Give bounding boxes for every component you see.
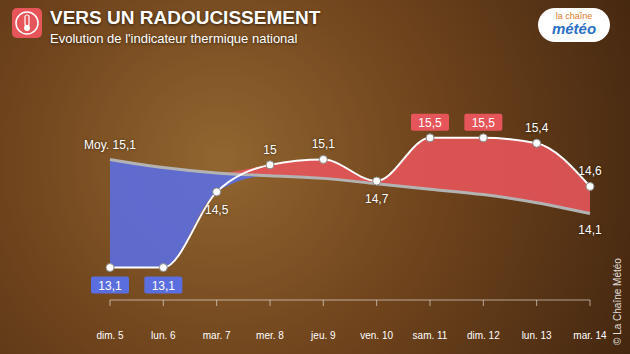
svg-text:mer. 8: mer. 8 xyxy=(256,330,284,341)
svg-text:dim. 5: dim. 5 xyxy=(96,330,124,341)
html-text:VERS UN RADOUCISSEMENT: VERS UN RADOUCISSEMENT xyxy=(50,7,321,28)
svg-text:dim. 12: dim. 12 xyxy=(467,330,500,341)
svg-text:Moy. 15,1: Moy. 15,1 xyxy=(84,138,136,152)
svg-text:lun. 13: lun. 13 xyxy=(522,330,552,341)
svg-text:14,7: 14,7 xyxy=(365,192,389,206)
html-text:© La Chaîne Météo: © La Chaîne Météo xyxy=(612,258,623,345)
svg-text:15,5: 15,5 xyxy=(418,116,442,130)
svg-text:15,5: 15,5 xyxy=(472,116,496,130)
svg-text:15,4: 15,4 xyxy=(525,121,549,135)
svg-text:13,1: 13,1 xyxy=(152,279,176,293)
svg-text:15: 15 xyxy=(263,143,277,157)
svg-text:mar. 7: mar. 7 xyxy=(203,330,231,341)
html-text:Evolution de l'indicateur ther: Evolution de l'indicateur thermique nati… xyxy=(50,31,298,46)
svg-text:mar. 14: mar. 14 xyxy=(573,330,607,341)
svg-text:ven. 10: ven. 10 xyxy=(360,330,393,341)
svg-text:lun. 6: lun. 6 xyxy=(151,330,176,341)
svg-text:13,1: 13,1 xyxy=(98,279,122,293)
html-text:la chaîne: la chaîne xyxy=(555,11,593,21)
svg-text:sam. 11: sam. 11 xyxy=(413,330,448,341)
svg-text:15,1: 15,1 xyxy=(312,137,336,151)
html-text:météo: météo xyxy=(551,20,597,37)
svg-text:14,5: 14,5 xyxy=(205,203,229,217)
svg-text:14,1: 14,1 xyxy=(578,223,602,237)
svg-text:jeu. 9: jeu. 9 xyxy=(310,330,336,341)
svg-text:14,6: 14,6 xyxy=(578,164,602,178)
